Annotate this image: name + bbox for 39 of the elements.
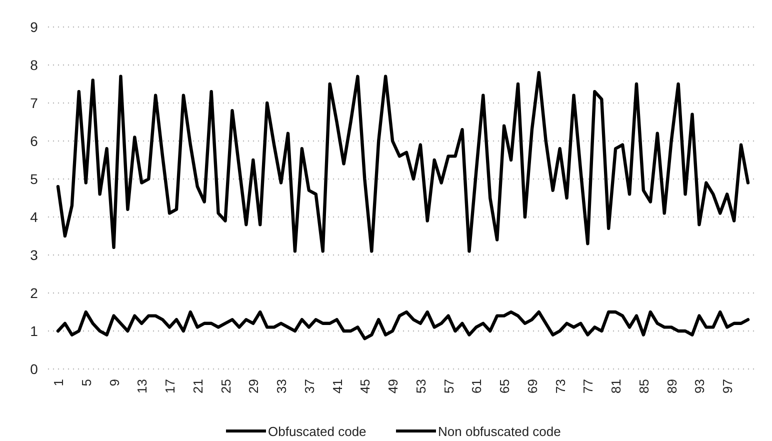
legend-label: Obfuscated code [268, 424, 366, 439]
x-tick-label: 81 [608, 379, 624, 394]
x-tick-label: 13 [134, 379, 150, 394]
x-tick-label: 73 [552, 379, 568, 394]
y-tick-label: 2 [30, 285, 38, 301]
x-tick-label: 53 [413, 379, 428, 394]
y-tick-label: 7 [30, 95, 38, 111]
y-tick-label: 8 [30, 57, 38, 73]
x-tick-label: 57 [441, 379, 456, 394]
x-tick-label: 33 [274, 379, 290, 394]
x-tick-label: 49 [386, 379, 401, 394]
legend-label: Non obfuscated code [438, 424, 561, 439]
y-tick-label: 3 [30, 247, 38, 263]
x-tick-label: 5 [78, 379, 94, 386]
x-tick-label: 37 [302, 379, 317, 394]
y-tick-label: 1 [30, 323, 38, 339]
x-tick-label: 17 [162, 379, 178, 394]
x-tick-label: 61 [469, 379, 484, 394]
x-tick-label: 69 [524, 379, 540, 394]
x-tick-label: 21 [190, 379, 206, 394]
x-tick-label: 29 [246, 379, 262, 394]
x-tick-label: 9 [106, 379, 122, 386]
line-series [56, 71, 750, 253]
line-series [56, 310, 750, 340]
x-tick-label: 85 [636, 379, 652, 394]
x-tick-label: 89 [664, 379, 680, 394]
x-tick-label: 45 [358, 379, 373, 394]
y-tick-label: 9 [30, 19, 38, 35]
x-tick-label: 41 [330, 379, 345, 394]
x-tick-label: 77 [580, 379, 596, 394]
y-tick-label: 4 [30, 209, 38, 225]
x-tick-label: 1 [51, 379, 66, 386]
y-tick-label: 0 [30, 361, 38, 377]
x-tick-label: 93 [692, 379, 708, 394]
x-tick-label: 25 [218, 379, 234, 394]
y-tick-label: 5 [30, 171, 38, 187]
x-tick-label: 97 [720, 379, 736, 394]
y-tick-label: 6 [30, 133, 38, 149]
x-tick-label: 65 [497, 379, 512, 394]
